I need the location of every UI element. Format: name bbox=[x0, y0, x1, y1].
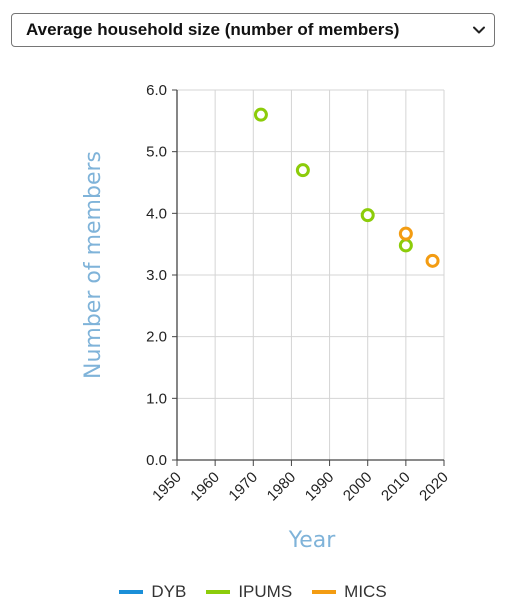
legend-swatch-dyb bbox=[119, 590, 144, 594]
legend-label-mics: MICS bbox=[344, 582, 387, 601]
y-tick-label: 4.0 bbox=[146, 205, 167, 222]
x-axis-ticks: 1950 1960 1970 1980 1990 2000 2010 2020 bbox=[149, 460, 452, 504]
data-point-ipums bbox=[398, 238, 413, 253]
chevron-down-icon bbox=[472, 23, 486, 37]
legend-item-mics[interactable]: MICS bbox=[312, 582, 387, 602]
y-axis-label: Number of members bbox=[81, 151, 106, 379]
y-tick-label: 5.0 bbox=[146, 144, 167, 161]
data-point-ipums bbox=[360, 208, 375, 223]
x-tick-label: 1950 bbox=[149, 469, 185, 505]
indicator-select-value: Average household size (number of member… bbox=[26, 20, 400, 39]
data-point-mics bbox=[398, 226, 413, 241]
legend-swatch-ipums bbox=[206, 590, 231, 594]
y-axis-ticks: 0.0 1.0 2.0 3.0 4.0 5.0 6.0 bbox=[146, 82, 177, 469]
x-tick-label: 1990 bbox=[302, 469, 338, 505]
data-point-ipums bbox=[253, 107, 268, 122]
y-tick-label: 0.0 bbox=[146, 452, 167, 469]
data-points bbox=[253, 107, 440, 268]
x-axis-label: Year bbox=[288, 528, 337, 553]
x-tick-label: 2000 bbox=[340, 469, 376, 505]
legend-swatch-mics bbox=[312, 590, 337, 594]
data-point-mics bbox=[425, 253, 440, 268]
legend-item-ipums[interactable]: IPUMS bbox=[206, 582, 292, 602]
x-tick-label: 1960 bbox=[187, 469, 223, 505]
y-tick-label: 2.0 bbox=[146, 329, 167, 346]
chart-legend: DYB IPUMS MICS bbox=[0, 580, 506, 604]
x-tick-label: 1980 bbox=[264, 469, 300, 505]
legend-label-dyb: DYB bbox=[151, 582, 187, 601]
data-point-ipums bbox=[295, 163, 310, 178]
x-tick-label: 2010 bbox=[378, 469, 414, 505]
household-size-chart: 0.0 1.0 2.0 3.0 4.0 5.0 6.0 1950 1960 1970 1980 19… bbox=[81, 82, 452, 553]
legend-label-ipums: IPUMS bbox=[238, 582, 293, 601]
legend-item-dyb[interactable]: DYB bbox=[119, 582, 186, 602]
y-tick-label: 3.0 bbox=[146, 267, 167, 284]
x-tick-label: 1970 bbox=[225, 469, 261, 505]
grid bbox=[177, 89, 445, 460]
y-tick-label: 6.0 bbox=[146, 82, 167, 99]
indicator-select[interactable]: Average household size (number of member… bbox=[11, 13, 495, 47]
x-tick-label: 2020 bbox=[416, 469, 452, 505]
y-tick-label: 1.0 bbox=[146, 390, 167, 407]
